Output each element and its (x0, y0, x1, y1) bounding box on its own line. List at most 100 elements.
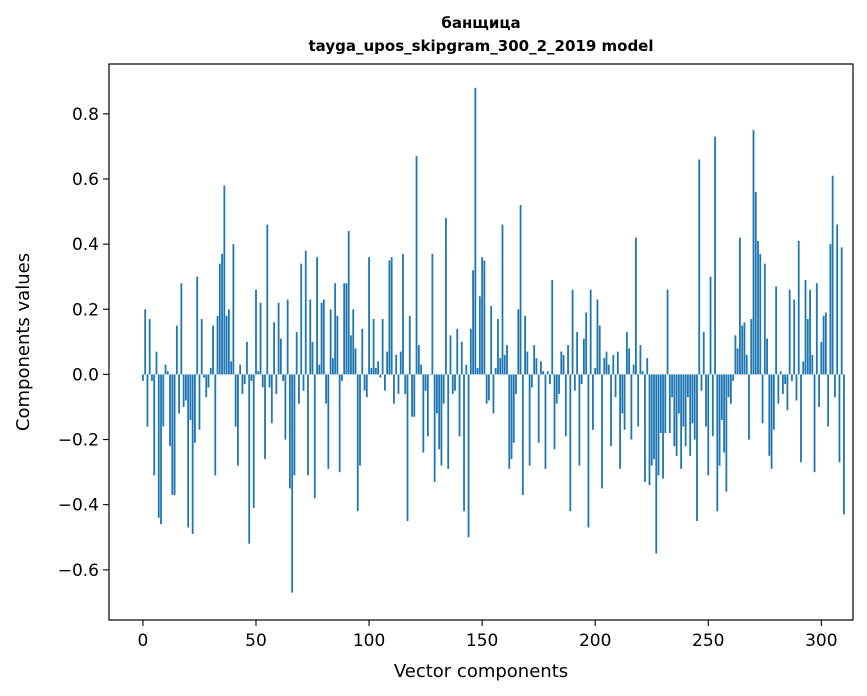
x-tick-label: 0 (138, 631, 149, 651)
bar (320, 302, 323, 375)
bar (786, 374, 789, 411)
bar (383, 374, 386, 391)
bar (365, 374, 368, 398)
bar (445, 218, 447, 375)
bar (255, 289, 257, 375)
bar (754, 192, 757, 375)
bar (689, 374, 692, 456)
y-tick-label: −0.6 (58, 561, 99, 581)
bar (564, 374, 567, 437)
bar (368, 257, 370, 375)
bar (261, 374, 264, 388)
bar (709, 276, 712, 375)
bar (436, 374, 438, 414)
bar (684, 374, 687, 447)
bar (723, 374, 726, 453)
bar (739, 237, 741, 375)
bar (729, 374, 732, 404)
bar (341, 374, 343, 381)
bar (635, 237, 637, 375)
bar (497, 319, 499, 375)
bar (743, 322, 746, 375)
bar (818, 374, 820, 407)
bar (569, 374, 572, 512)
bar (761, 374, 764, 424)
bar (793, 299, 796, 375)
bar (736, 348, 739, 375)
bar (702, 332, 705, 375)
bar (449, 335, 452, 375)
bar (370, 367, 373, 375)
y-axis: −0.6 −0.4 −0.2 0.0 0.2 0.4 0.6 0.8 (58, 105, 109, 581)
bar (438, 374, 441, 450)
bar (779, 371, 782, 375)
bar (273, 322, 275, 375)
bar (700, 374, 703, 391)
bar (393, 374, 395, 404)
bar (666, 289, 669, 375)
bar (248, 374, 251, 544)
bar (431, 253, 434, 375)
bar (402, 253, 404, 375)
bar (200, 319, 203, 375)
bar (838, 374, 841, 463)
bar (420, 364, 422, 375)
bar (440, 374, 443, 466)
bar (148, 319, 151, 375)
bar (705, 374, 707, 427)
bar (343, 283, 346, 375)
bar (478, 296, 481, 375)
bar (716, 374, 719, 512)
bar (465, 364, 468, 375)
bar (687, 374, 689, 398)
bar (659, 374, 662, 434)
bar (155, 351, 158, 375)
bar (429, 374, 432, 376)
bar (510, 374, 513, 460)
bar (644, 374, 646, 482)
bar (345, 283, 348, 375)
bar (601, 374, 603, 489)
bar (334, 283, 337, 375)
bar (594, 367, 597, 375)
bar (680, 374, 683, 469)
bar (460, 341, 463, 375)
bar (734, 335, 737, 375)
bars-group (142, 87, 845, 593)
y-axis-label: Components values (13, 253, 34, 431)
bar (381, 319, 384, 375)
bar (641, 371, 644, 375)
bar (834, 374, 836, 398)
bar (763, 263, 766, 375)
bar (725, 374, 728, 492)
bar (169, 374, 171, 447)
bar (573, 374, 576, 391)
bar (648, 374, 651, 486)
bar (558, 374, 560, 394)
bar (653, 374, 655, 460)
bar (221, 253, 223, 375)
bar (499, 358, 502, 375)
x-tick-label: 300 (805, 631, 837, 651)
bar (386, 351, 389, 375)
bar (576, 332, 579, 375)
bar (759, 253, 762, 375)
bar (589, 289, 592, 375)
bar (277, 302, 280, 375)
bar (196, 276, 199, 375)
bar (501, 224, 504, 375)
bar (241, 374, 244, 394)
bar (225, 315, 228, 375)
bar (562, 354, 565, 375)
bar (809, 289, 811, 375)
bar (657, 374, 660, 476)
bar (284, 374, 287, 440)
bar (639, 345, 642, 375)
bar (582, 338, 585, 375)
bar (286, 299, 289, 375)
bar (664, 374, 667, 434)
bar (549, 374, 551, 385)
x-tick-label: 150 (466, 631, 498, 651)
bar (422, 374, 425, 453)
bar (194, 374, 196, 443)
